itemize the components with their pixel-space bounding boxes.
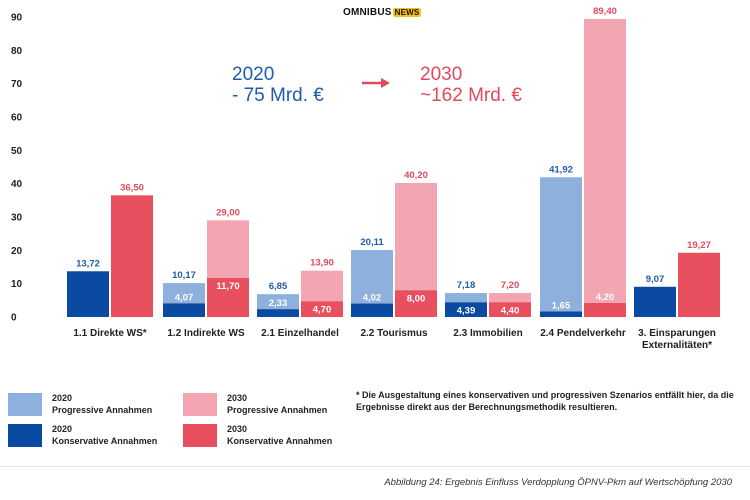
bar-2030-konservative bbox=[584, 303, 626, 317]
legend-swatch bbox=[8, 392, 42, 416]
legend-year: 2020 bbox=[52, 424, 73, 434]
data-label-2020-konservative: 2,33 bbox=[269, 298, 288, 309]
data-label-2020-konservative: 4,02 bbox=[363, 293, 382, 304]
data-label-2020-konservative: 4,39 bbox=[457, 305, 476, 316]
data-label-2020-progressive: 20,11 bbox=[360, 237, 384, 248]
data-label-2030-konservative: 4,40 bbox=[501, 305, 520, 316]
y-tick-label: 20 bbox=[11, 246, 23, 257]
y-tick-label: 10 bbox=[11, 279, 23, 290]
data-label-2020-progressive: 10,17 bbox=[172, 270, 196, 281]
data-label-2030-progressive: 89,40 bbox=[593, 6, 617, 17]
data-label-2020-konservative: 13,72 bbox=[76, 258, 100, 269]
bar-2030-konservative bbox=[111, 195, 153, 317]
bar-2020-konservative bbox=[257, 309, 299, 317]
y-tick-label: 0 bbox=[11, 313, 17, 324]
x-category-label: 2.1 Einzelhandel bbox=[261, 328, 339, 339]
x-category-label: 1.1 Direkte WS* bbox=[73, 328, 146, 339]
legend-item-2030-progressive: 2030 Progressive Annahmen bbox=[183, 392, 327, 416]
bar-2030-konservative bbox=[395, 290, 437, 317]
data-label-2020-konservative: 1,65 bbox=[552, 301, 571, 312]
legend-swatch bbox=[183, 423, 217, 447]
data-label-2030-progressive: 40,20 bbox=[404, 170, 428, 181]
y-tick-label: 40 bbox=[11, 179, 23, 190]
legend-item-2030-konservative: 2030 Konservative Annahmen bbox=[183, 423, 332, 447]
data-label-2030-konservative: 4,20 bbox=[596, 292, 615, 303]
legend-item-2020-konservative: 2020 Konservative Annahmen bbox=[8, 423, 157, 447]
data-label-2020-progressive: 41,92 bbox=[549, 164, 573, 175]
bar-2020-konservative bbox=[67, 271, 109, 317]
headline-2030-value: ~162 Mrd. € bbox=[420, 85, 522, 106]
bar-2030-konservative bbox=[489, 302, 531, 317]
legend-swatch bbox=[183, 392, 217, 416]
x-category-label: 2.4 Pendelverkehr bbox=[540, 328, 626, 339]
legend-label: Progressive Annahmen bbox=[227, 405, 328, 415]
figure-caption: Abbildung 24: Ergebnis Einfluss Verdoppl… bbox=[384, 477, 732, 488]
data-label-2030-progressive: 29,00 bbox=[216, 207, 240, 218]
legend-swatch bbox=[8, 423, 42, 447]
legend-label: Progressive Annahmen bbox=[52, 405, 153, 415]
data-label-2020-progressive: 6,85 bbox=[269, 281, 288, 292]
bar-2020-konservative bbox=[163, 303, 205, 317]
footnote: * Die Ausgestaltung eines konservativen … bbox=[356, 390, 734, 412]
bar-2020-konservative bbox=[445, 302, 487, 317]
y-tick-label: 30 bbox=[11, 213, 23, 224]
bar-2020-konservative bbox=[634, 286, 676, 317]
x-category-label: 2.2 Tourismus bbox=[360, 328, 427, 339]
headline-2030-year: 2030 bbox=[420, 64, 463, 85]
bar-2030-konservative bbox=[678, 252, 720, 317]
legend-year: 2020 bbox=[52, 393, 73, 403]
y-tick-label: 90 bbox=[11, 13, 23, 24]
headline-2030: 2030 ~162 Mrd. € bbox=[420, 64, 522, 106]
headline-2020: 2020 - 75 Mrd. € bbox=[232, 64, 324, 106]
bar-2020-konservative bbox=[351, 303, 393, 317]
bar-2030-progressive bbox=[584, 19, 626, 317]
headline-2020-year: 2020 bbox=[232, 64, 275, 85]
x-category-label: 3. Einsparungen bbox=[638, 328, 716, 339]
bar-2020-progressive bbox=[540, 177, 582, 317]
legend-label: Konservative Annahmen bbox=[52, 436, 158, 446]
legend-year: 2030 bbox=[227, 393, 248, 403]
data-label-2030-konservative: 11,70 bbox=[216, 281, 239, 292]
data-label-2030-konservative: 4,70 bbox=[313, 304, 332, 315]
x-category-label: 1.2 Indirekte WS bbox=[167, 328, 245, 339]
x-category-label: Externalitäten* bbox=[642, 340, 712, 351]
data-label-2030-konservative: 19,27 bbox=[687, 240, 711, 251]
data-label-2020-konservative: 9,07 bbox=[646, 274, 665, 285]
bar-2030-konservative bbox=[207, 278, 249, 317]
data-label-2020-konservative: 4,07 bbox=[175, 292, 194, 303]
bar-2030-konservative bbox=[301, 301, 343, 317]
arrow-right-icon bbox=[362, 78, 390, 88]
y-tick-label: 50 bbox=[11, 146, 23, 157]
y-tick-label: 60 bbox=[11, 113, 23, 124]
legend-label: Konservative Annahmen bbox=[227, 436, 333, 446]
legend-year: 2030 bbox=[227, 424, 248, 434]
data-label-2020-progressive: 7,18 bbox=[457, 280, 476, 291]
y-tick-label: 80 bbox=[11, 46, 23, 57]
data-label-2030-progressive: 7,20 bbox=[501, 280, 520, 291]
x-category-label: 2.3 Immobilien bbox=[453, 328, 522, 339]
bar-2020-konservative bbox=[540, 311, 582, 317]
omnibus-news-logo: OMNIBUS NEWS bbox=[343, 6, 422, 18]
divider bbox=[0, 466, 750, 467]
y-tick-label: 70 bbox=[11, 79, 23, 90]
data-label-2030-progressive: 13,90 bbox=[310, 258, 334, 269]
headline-2020-value: - 75 Mrd. € bbox=[232, 85, 324, 106]
data-label-2030-konservative: 8,00 bbox=[407, 293, 426, 304]
legend-item-2020-progressive: 2020 Progressive Annahmen bbox=[8, 392, 152, 416]
data-label-2030-konservative: 36,50 bbox=[120, 182, 144, 193]
